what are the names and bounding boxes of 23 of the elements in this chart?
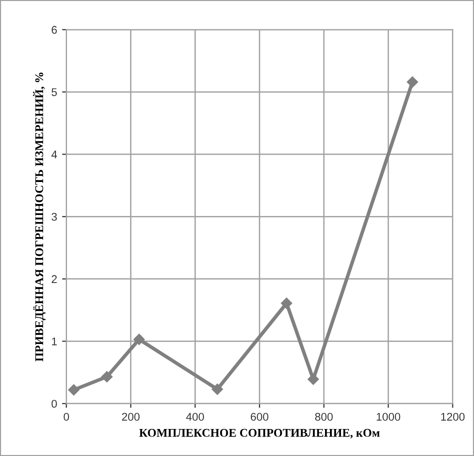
point (406, 76, 418, 88)
y-axis-title: ПРИВЕДЁННАЯ ПОГРЕШНОСТЬ ИЗМЕРЕНИЙ, % (33, 72, 46, 362)
y-tick-label: 2 (52, 275, 57, 283)
x-tick-label: 1000 (376, 412, 400, 421)
point (101, 371, 113, 382)
y-tick-label: 0 (52, 400, 57, 408)
x-tick-label: 0 (64, 412, 70, 421)
x-axis-title: КОМПЛЕКСНОЕ СОПРОТИВЛЕНИЕ, кОм (139, 428, 380, 439)
y-tick-label: 5 (52, 88, 57, 96)
x-tick-label: 800 (315, 412, 333, 421)
x-tick-label: 400 (186, 412, 204, 421)
y-tick-label: 3 (52, 212, 57, 221)
point (212, 384, 223, 395)
y-tick-label: 6 (52, 26, 57, 34)
y-tick-label: 1 (52, 338, 57, 346)
point (68, 384, 80, 396)
x-tick-label: 1200 (441, 412, 465, 421)
point (134, 334, 145, 345)
x-tick-label: 600 (250, 412, 268, 421)
point (280, 298, 292, 309)
x-tick-label: 200 (122, 412, 140, 421)
point (308, 374, 319, 385)
y-tick-label: 4 (51, 150, 58, 158)
